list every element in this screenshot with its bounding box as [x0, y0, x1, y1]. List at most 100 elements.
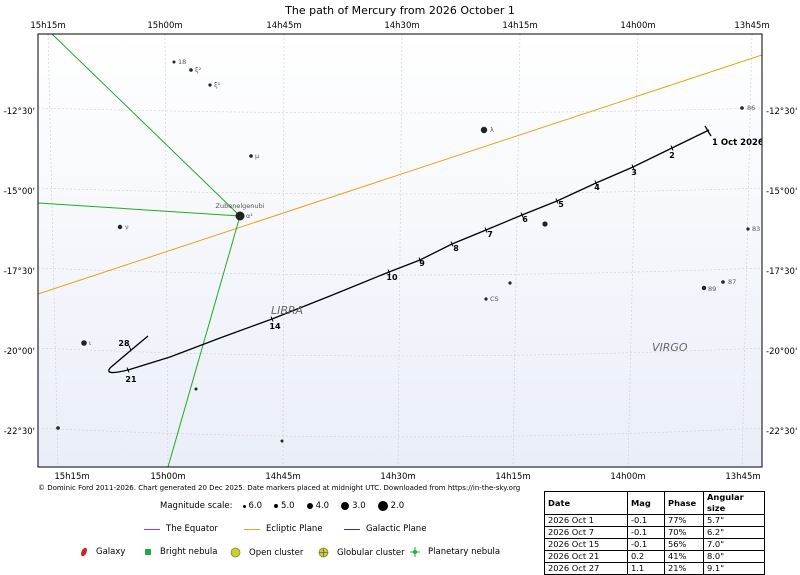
- constellation-label-virgo: VIRGO: [652, 341, 688, 354]
- ra-tick-label-bottom: 14h00m: [610, 472, 645, 482]
- star-dot: [746, 227, 750, 231]
- ra-tick-label-top: 15h15m: [30, 21, 65, 31]
- table-header-angular-size: Angular size: [703, 491, 765, 515]
- date-label: 7: [487, 230, 493, 239]
- ra-tick-label-bottom: 15h00m: [150, 472, 185, 482]
- star-label: ξ²: [195, 66, 202, 74]
- star-dot: [56, 426, 60, 430]
- dec-tick-label-right: -12°30': [766, 107, 797, 117]
- date-label: 28: [118, 339, 130, 348]
- ra-gridline: [164, 34, 169, 467]
- star-dot: [740, 106, 744, 110]
- magnitude-5: 5.0: [274, 501, 295, 511]
- dec-gridline: [38, 347, 762, 357]
- star-dot: [480, 126, 488, 134]
- legend-equator: The Equator: [144, 524, 218, 534]
- ra-tick-label-top: 13h45m: [734, 21, 769, 31]
- dec-tick-label-left: -12°30': [4, 107, 35, 117]
- dec-gridline: [38, 107, 762, 114]
- star-label: 89: [708, 285, 716, 293]
- ra-gridline: [397, 34, 403, 467]
- constellation-line: [51, 34, 241, 217]
- star-label: 18: [178, 58, 186, 66]
- axis-labels: 15h15m 15h15m 15h00m 15h00m 14h45m 14h45m 14h3…: [4, 21, 798, 482]
- star-dot: [117, 224, 123, 230]
- ra-tick-label-bottom: 13h45m: [725, 472, 760, 482]
- date-tick: [670, 145, 674, 151]
- star-dot: [189, 68, 193, 72]
- star-dot: [235, 211, 245, 221]
- star-label: 87: [728, 278, 736, 286]
- ra-tick-label-top: 14h15m: [502, 21, 537, 31]
- date-label: 5: [558, 200, 564, 209]
- star-dot: [172, 60, 176, 64]
- date-label: 2: [669, 151, 675, 160]
- date-tick: [270, 316, 274, 322]
- constellation-line: [167, 215, 241, 467]
- legend-bright-nebula: Bright nebula: [144, 547, 217, 557]
- legend-planetary-nebula: Planetary nebula: [410, 547, 500, 557]
- star-label: μ: [255, 152, 259, 160]
- dec-tick-label-left: -22°30': [4, 427, 35, 437]
- star-chart: The path of Mercury from 2026 October 1: [4, 4, 798, 482]
- constellation-line: [38, 202, 241, 217]
- table-row: 2026 Oct 15 -0.1 56% 7.0": [544, 538, 765, 551]
- date-tick: [555, 198, 559, 204]
- magnitude-3: 3.0: [341, 501, 366, 511]
- magnitude-4: 4.0: [306, 501, 329, 511]
- ra-gridline: [512, 34, 521, 467]
- date-label: 4: [594, 183, 600, 192]
- ecliptic-line: [38, 54, 762, 295]
- date-label: 9: [419, 259, 425, 268]
- dec-gridline: [38, 187, 762, 195]
- star-dot: [194, 387, 198, 391]
- magnitude-scale-label: Magnitude scale:: [160, 501, 233, 511]
- legend-globular-cluster: Globular cluster: [318, 547, 405, 558]
- ra-tick-label-bottom: 14h30m: [380, 472, 415, 482]
- planetary-nebula-icon: [410, 547, 420, 557]
- ra-tick-label-top: 15h00m: [147, 21, 182, 31]
- galaxy-icon: [81, 547, 87, 557]
- bright-nebula-icon: [145, 549, 151, 555]
- star-label: 83: [752, 225, 760, 233]
- dec-tick-label-right: -15°00': [766, 187, 797, 197]
- copyright-notice: © Dominic Ford 2011-2026. Chart generate…: [38, 484, 521, 492]
- star-label: ι: [89, 339, 91, 347]
- coordinate-grid: [38, 34, 762, 467]
- dec-tick-label-left: -15°00': [4, 187, 35, 197]
- date-tick: [594, 180, 598, 186]
- star-dot: [701, 285, 707, 291]
- magnitude-6: 6.0: [242, 501, 262, 511]
- table-row: 2026 Oct 27 1.1 21% 9.1": [544, 562, 765, 575]
- date-tick: [126, 367, 130, 373]
- star-dot: [508, 281, 512, 285]
- line-legend: The Equator Ecliptic Plane Galactic Plan…: [0, 524, 540, 538]
- dec-tick-label-right: -22°30': [766, 427, 797, 437]
- ra-gridline: [282, 34, 285, 467]
- start-date-label: 1 Oct 2026: [712, 138, 764, 148]
- date-tick: [484, 227, 488, 233]
- star-dot: [542, 221, 548, 227]
- table-row: 2026 Oct 21 0.2 41% 8.0": [544, 550, 765, 563]
- date-label: 3: [631, 168, 637, 177]
- star-label: CS: [490, 295, 499, 303]
- path-start-tick: [704, 125, 712, 137]
- date-label: 14: [269, 322, 281, 331]
- open-cluster-icon: [230, 547, 241, 558]
- date-label: 10: [386, 273, 398, 282]
- ra-tick-label-top: 14h45m: [266, 21, 301, 31]
- dec-gridline: [38, 427, 762, 438]
- constellation-lines: [38, 34, 241, 467]
- table-row: 2026 Oct 7 -0.1 70% 6.2": [544, 526, 765, 539]
- ra-tick-label-top: 14h00m: [620, 21, 655, 31]
- dec-tick-label-left: -17°30': [4, 267, 35, 277]
- dec-tick-label-left: -20°00': [4, 347, 35, 357]
- ra-gridline: [627, 34, 639, 467]
- date-label: 6: [522, 215, 528, 224]
- ra-tick-label-top: 14h30m: [384, 21, 419, 31]
- legend-galaxy: Galaxy: [80, 547, 125, 557]
- dec-gridline: [38, 267, 762, 276]
- ra-tick-label-bottom: 14h45m: [265, 472, 300, 482]
- table-header-mag: Mag: [627, 491, 665, 515]
